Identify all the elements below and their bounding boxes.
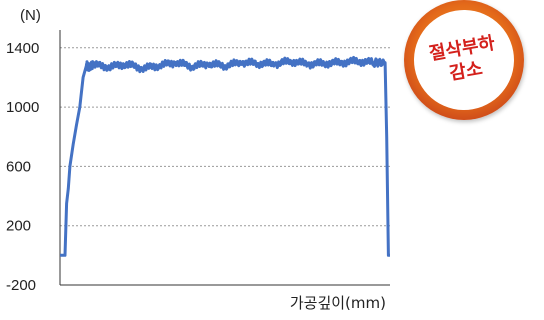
axes [59,30,390,286]
load-reduction-badge: 절삭부하 감소 [404,0,524,120]
y-tick-label: 600 [6,158,31,175]
badge-inner: 절삭부하 감소 [406,2,522,118]
y-tick-label: 1000 [6,99,39,116]
y-tick-label: 200 [6,218,31,235]
series-line-0 [60,55,390,257]
y-tick-labels: 1400 1000 600 200 -200 [6,40,39,294]
series-group [60,55,390,257]
y-tick-label: -200 [6,277,36,294]
gridlines [60,47,390,227]
x-axis-title: 가공깊이(mm) [290,294,386,312]
y-unit-label: (N) [20,7,41,24]
y-tick-label: 1400 [6,40,39,57]
badge-line-2: 감소 [447,58,485,85]
